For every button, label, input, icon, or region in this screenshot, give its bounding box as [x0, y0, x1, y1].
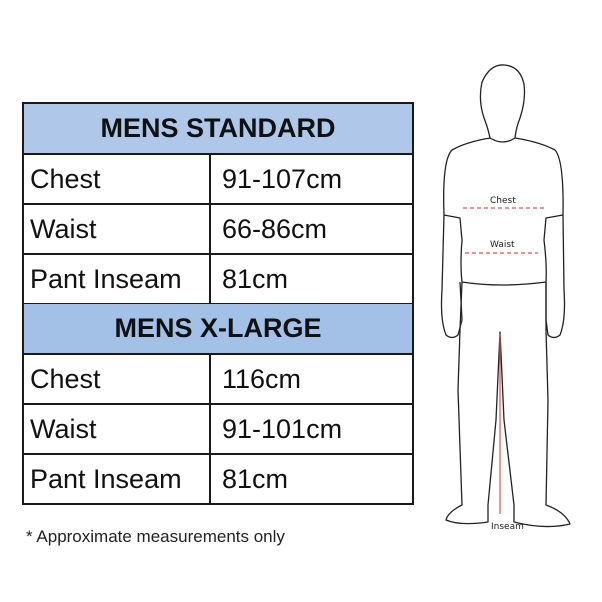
row-value: 81cm [222, 263, 289, 294]
table-row: Pant Inseam 81cm [24, 255, 412, 303]
row-value: 81cm [222, 463, 289, 494]
table-row: Waist 91-101cm [24, 405, 412, 455]
inseam-label: Inseam [491, 522, 524, 532]
row-label: Chest [24, 355, 211, 403]
table-row: Chest 91-107cm [24, 155, 412, 205]
row-label: Waist [24, 205, 211, 253]
disclaimer-note: * Approximate measurements only [26, 527, 285, 546]
size-chart-table: MENS STANDARD Chest 91-107cm Waist 66-86cm… [22, 102, 414, 505]
row-label: Pant Inseam [24, 455, 211, 503]
table-row: Waist 66-86cm [24, 205, 412, 255]
table-header-standard: MENS STANDARD [24, 104, 412, 155]
table-row: Chest 116cm [24, 355, 412, 405]
table-row: Pant Inseam 81cm [24, 455, 412, 503]
row-value: 116cm [222, 363, 302, 394]
row-label: Pant Inseam [24, 255, 211, 303]
waist-label: Waist [490, 240, 515, 250]
row-label: Chest [24, 155, 211, 203]
row-value: 91-107cm [222, 163, 343, 194]
row-value: 91-101cm [222, 413, 343, 444]
row-value: 66-86cm [222, 213, 328, 244]
row-label: Waist [24, 405, 211, 453]
chest-label: Chest [490, 196, 516, 206]
table-header-xlarge: MENS X-LARGE [24, 303, 412, 355]
man-outline-icon [440, 64, 571, 528]
